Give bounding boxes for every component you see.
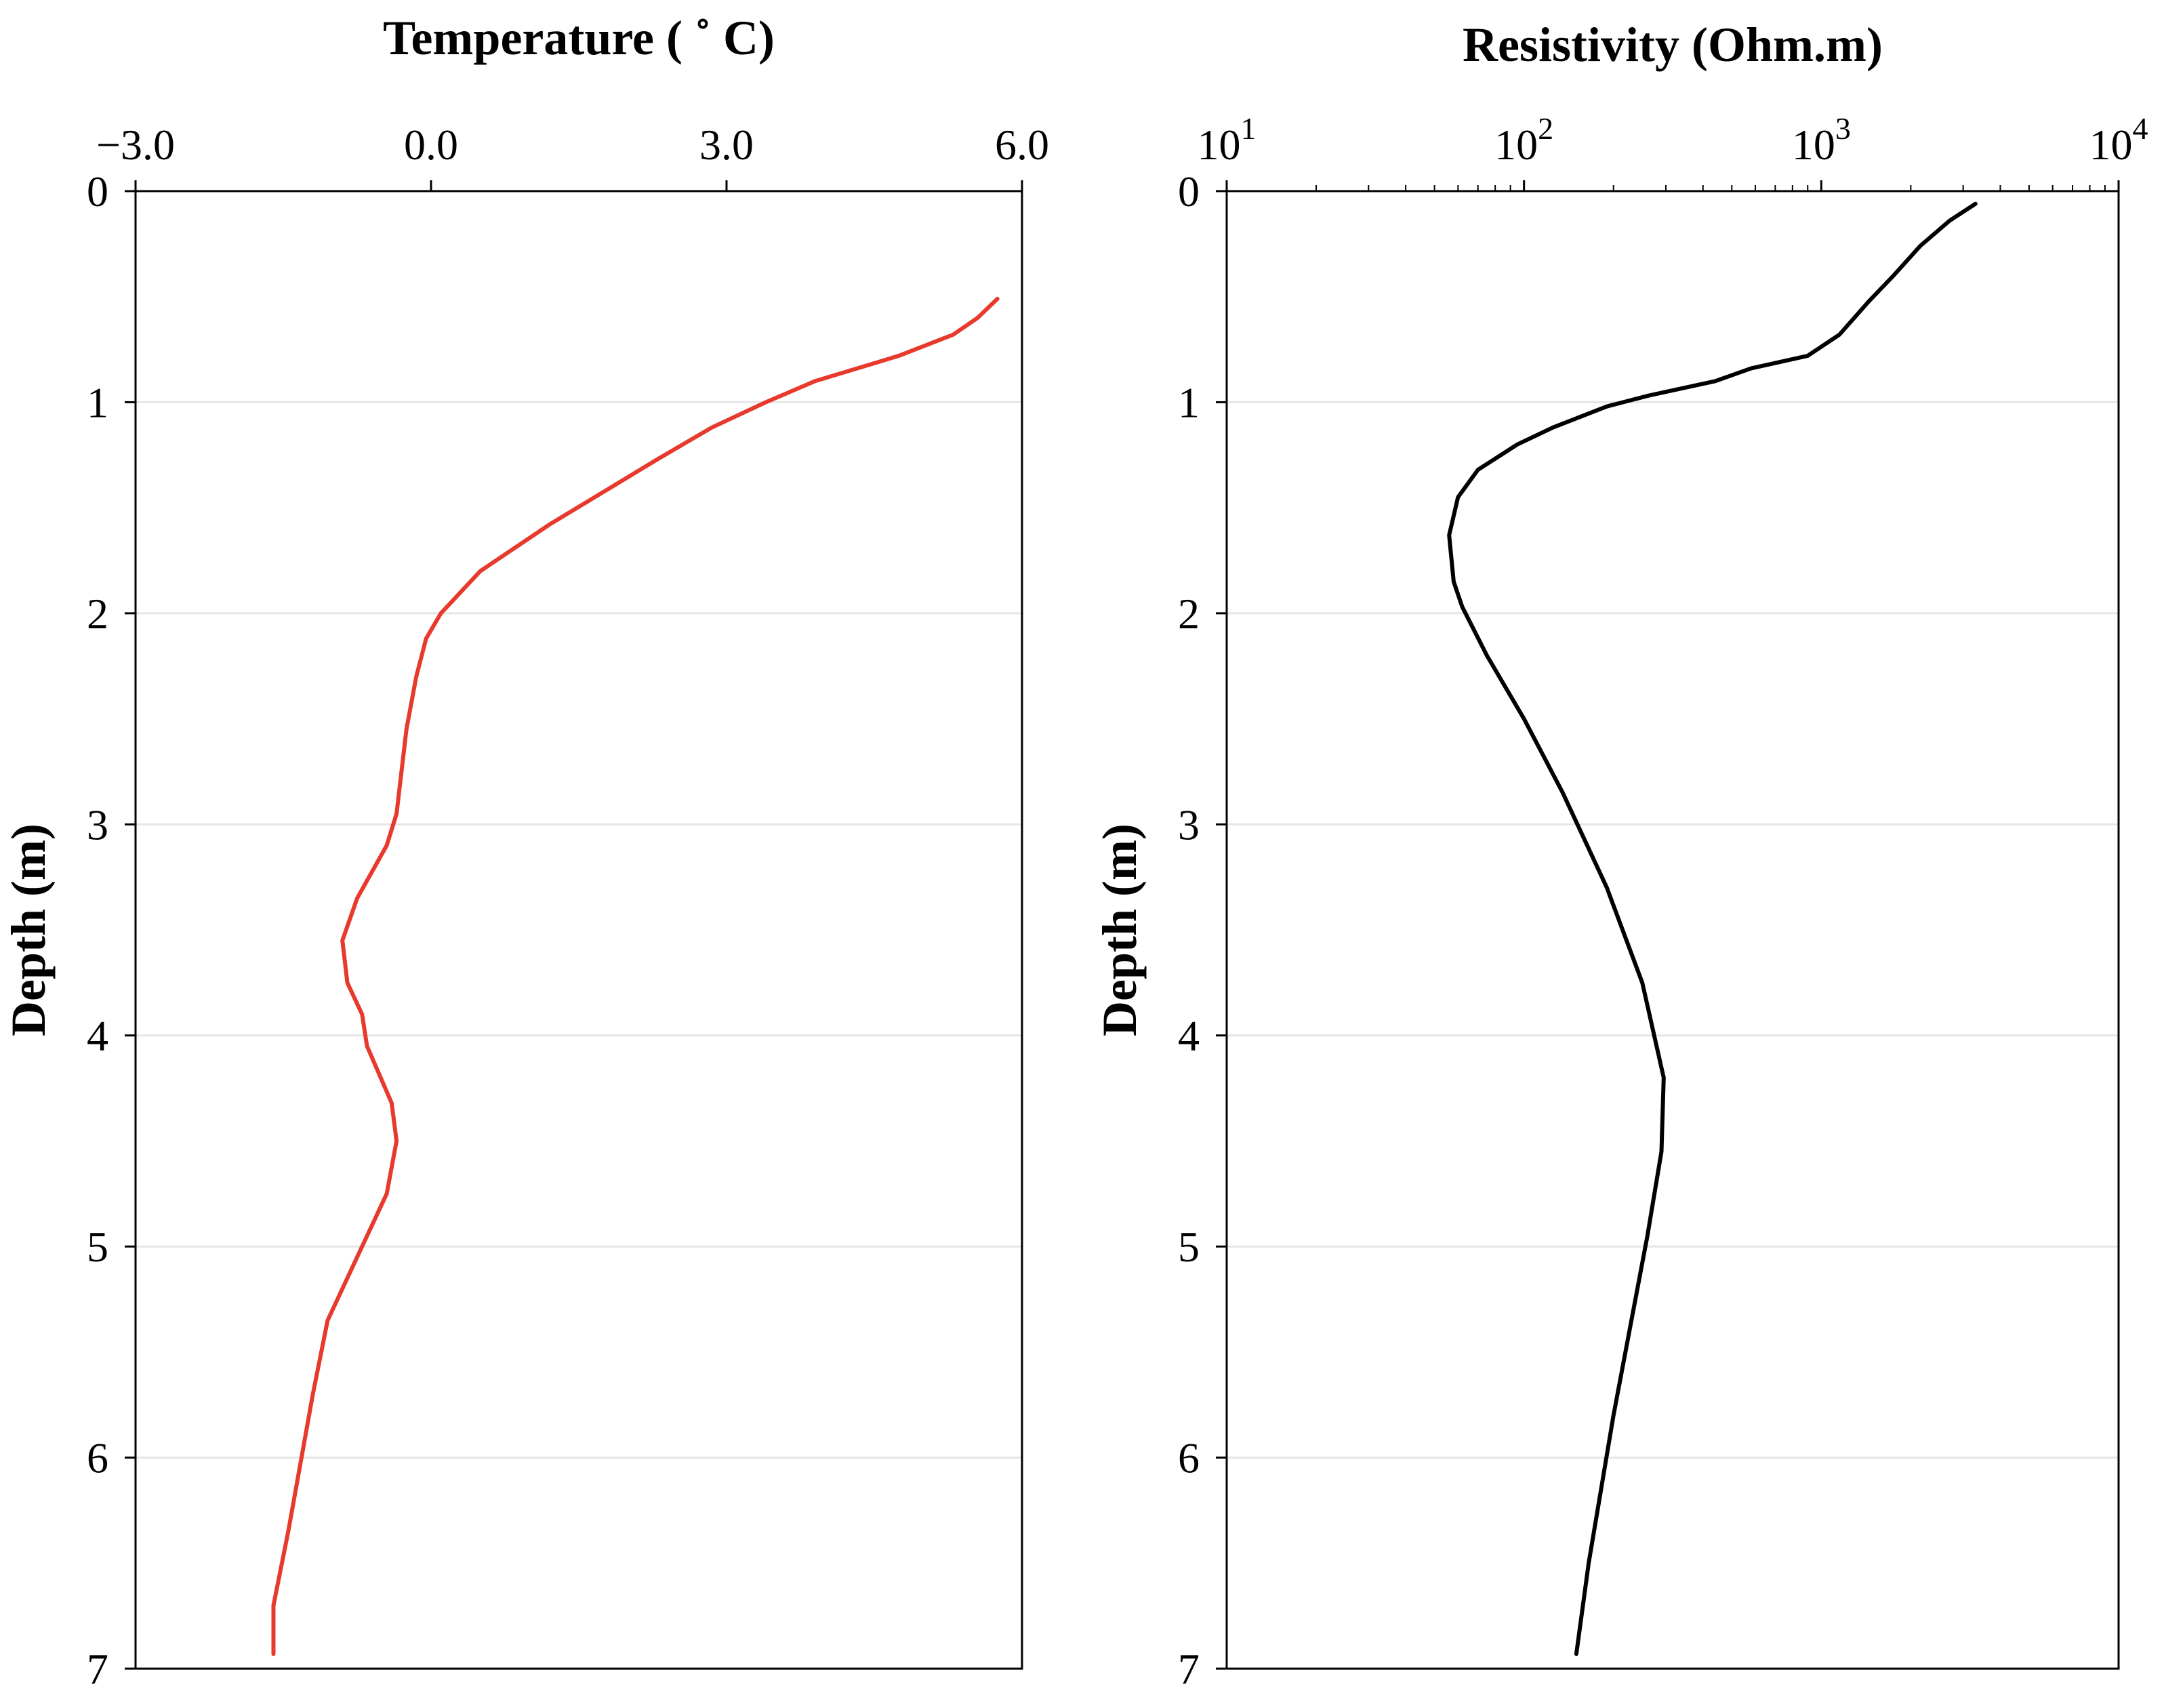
- y-tick-label: 0: [87, 167, 108, 216]
- y-tick-label: 5: [1178, 1223, 1200, 1271]
- plot-frame: [1225, 190, 2120, 1670]
- y-tick-label: 4: [1178, 1012, 1200, 1060]
- y-tick-label: 4: [87, 1012, 108, 1060]
- x-tick-label: −3.0: [96, 121, 175, 169]
- y-tick-label: 0: [1178, 167, 1200, 216]
- y-axis-title: Depth (m): [1093, 824, 1147, 1036]
- y-tick-label: 3: [1178, 800, 1200, 849]
- x-tick-label: 3.0: [699, 121, 754, 169]
- x-tick-label: 6.0: [995, 121, 1049, 169]
- x-tick-label: 101: [1198, 111, 1257, 169]
- x-tick-label: 104: [2089, 111, 2148, 169]
- y-tick-label: 1: [1178, 378, 1200, 426]
- y-tick-label: 5: [87, 1223, 108, 1271]
- series-line-temperature: [271, 296, 1000, 1656]
- y-tick-label: 6: [87, 1434, 108, 1482]
- x-tick-label: 102: [1494, 111, 1553, 169]
- y-tick-label: 3: [87, 800, 108, 849]
- x-axis-title: Resistivity (Ohm.m): [1463, 18, 1883, 72]
- y-tick-label: 7: [87, 1645, 108, 1693]
- x-tick-label: 0.0: [404, 121, 458, 169]
- y-tick-label: 2: [1178, 590, 1200, 638]
- y-axis-title: Depth (m): [1, 824, 56, 1036]
- temperature-panel: −3.0 0.0 3.0 6.0 0 1 2 3 4 5 6 7 Temperature ( ˚ C) D…: [1, 11, 1049, 1693]
- plot-frame: [134, 190, 1023, 1670]
- y-tick-label: 6: [1178, 1434, 1200, 1482]
- series-line-resistivity: [1447, 201, 1978, 1656]
- x-axis-title: Temperature ( ˚ C): [383, 11, 775, 65]
- y-tick-label: 2: [87, 590, 108, 638]
- resistivity-panel: 101 102 103 104 0 1 2 3 4 5 6 7 Resistivity (Ohm.m) D…: [1093, 18, 2148, 1693]
- x-tick-label: 103: [1792, 111, 1851, 169]
- y-tick-label: 7: [1178, 1645, 1200, 1693]
- y-tick-label: 1: [87, 378, 108, 426]
